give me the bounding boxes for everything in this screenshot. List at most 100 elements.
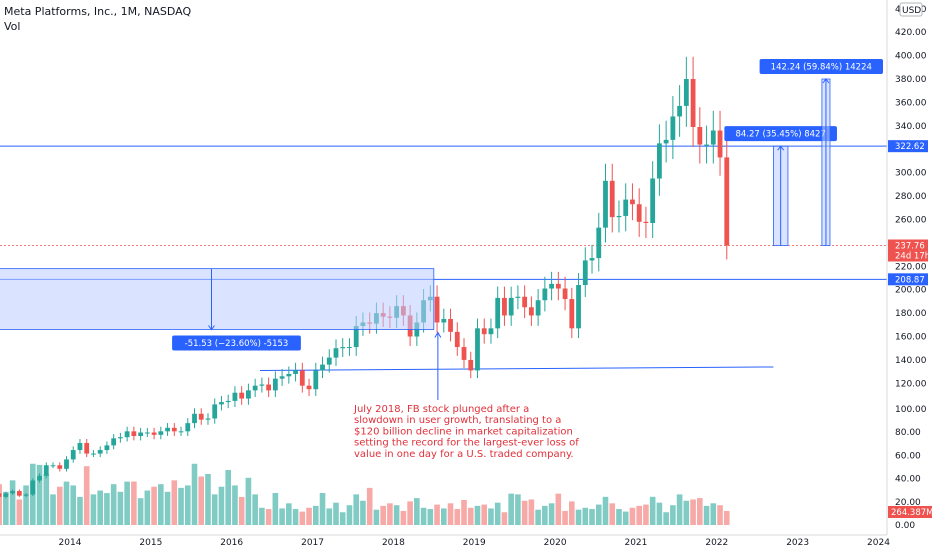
currency-box[interactable]: [899, 2, 923, 17]
time-tick-label: 2016: [220, 538, 243, 548]
volume-bar: [265, 509, 272, 525]
price-tick-label: 120.00: [895, 379, 927, 389]
volume-bar: [90, 494, 97, 525]
volume-bar: [380, 505, 386, 525]
candle-body: [502, 297, 507, 316]
candle-body: [481, 328, 487, 335]
volume-bar: [501, 512, 508, 525]
volume-bar: [131, 481, 137, 525]
volume-bar: [420, 507, 427, 525]
drawing-lines[interactable]: [0, 145, 887, 371]
volume-tick-label: 0.00: [895, 521, 915, 531]
candle-body: [616, 215, 622, 218]
candle-body: [576, 285, 581, 329]
measure-label-box: [759, 59, 883, 75]
measure-arrowhead: [777, 145, 785, 151]
candle-body: [111, 438, 117, 446]
volume-bar: [663, 512, 669, 525]
trend-line[interactable]: [259, 366, 774, 371]
annotation-text-line: setting the record for the largest-ever …: [354, 438, 579, 449]
candle-body: [468, 359, 474, 371]
volume-bar: [676, 494, 683, 525]
volume-bar: [63, 481, 70, 525]
volume-bar: [494, 502, 501, 525]
price-tick-label: 340.00: [895, 122, 927, 132]
candle-body: [461, 347, 467, 360]
candle-body: [246, 390, 251, 399]
volume-bar: [36, 464, 43, 525]
annotation[interactable]: July 2018, FB stock plunged after aslowd…: [353, 331, 579, 460]
candle-body: [670, 116, 676, 140]
candle-body: [589, 258, 595, 261]
time-tick-label: 2014: [59, 538, 82, 548]
candle-body: [562, 288, 568, 300]
volume-bar: [110, 484, 117, 525]
candle-body: [717, 130, 723, 158]
volume-bar: [171, 480, 178, 525]
volume-bar: [602, 496, 609, 525]
candle-body: [124, 431, 130, 438]
price-tick-label: 360.00: [895, 98, 927, 108]
volume-bar: [440, 508, 447, 525]
volume-bar: [191, 463, 198, 525]
volume-bar: [0, 484, 2, 525]
candles: [0, 56, 730, 499]
candle-body: [131, 431, 137, 437]
volume-bar: [703, 505, 710, 525]
volume-bar: [198, 476, 205, 525]
time-tick-label: 2024: [867, 538, 890, 548]
volume-bar: [656, 502, 663, 525]
volume-bar: [387, 503, 393, 525]
volume-bar: [555, 493, 562, 525]
measure-arrowhead: [208, 325, 215, 331]
countdown-label: 24d 17h: [895, 252, 930, 262]
annotation-text-line: slowdown in user growth, translating to …: [354, 415, 561, 426]
candle-body: [542, 288, 548, 301]
candle-body: [347, 347, 352, 349]
candle-body: [91, 453, 96, 455]
candle-body: [192, 413, 197, 424]
candle-body: [306, 385, 312, 390]
volume-bar: [184, 485, 191, 525]
currency-label: USD: [902, 6, 921, 16]
candle-body: [569, 299, 575, 329]
time-tick-label: 2017: [301, 538, 324, 548]
volume-bar: [346, 505, 353, 525]
candle-body: [340, 347, 346, 349]
candle-body: [333, 348, 339, 358]
candle-body: [704, 144, 709, 146]
measure-label: 142.24 (59.84%) 14224: [771, 63, 872, 73]
candle-body: [37, 475, 42, 481]
candle-body: [488, 328, 494, 335]
volume-bar: [467, 507, 474, 525]
measure-label-box: [172, 335, 301, 351]
volume-bar: [481, 504, 488, 525]
volume-bar: [521, 500, 528, 525]
price-tick-label: 420.00: [895, 28, 927, 38]
time-tick-label: 2020: [544, 538, 567, 548]
volume-bar: [508, 493, 514, 525]
candle-body: [636, 204, 642, 222]
candle-body: [97, 450, 103, 454]
volume-bar: [414, 498, 420, 525]
volume-bar: [245, 477, 252, 525]
candle-body: [582, 260, 588, 286]
symbol-title[interactable]: Meta Platforms, Inc., 1M, NASDAQ: [4, 5, 192, 18]
volume-bar: [151, 486, 157, 525]
candle-body: [710, 130, 716, 145]
candle-body: [643, 221, 649, 223]
candle-body: [138, 432, 144, 437]
candle-body: [64, 459, 69, 469]
candle-body: [677, 105, 683, 117]
volume-bar: [609, 503, 616, 525]
candle-body: [198, 413, 204, 420]
measurements[interactable]: -51.53 (−23.60%) -5153 84.27 (35.45%) 842…: [0, 59, 883, 351]
measure-range[interactable]: [0, 268, 435, 330]
volume-legend[interactable]: Vol: [4, 20, 21, 33]
candle-body: [50, 465, 56, 467]
candle-body: [623, 199, 629, 216]
volume-bar: [117, 491, 124, 525]
volume-bar: [97, 490, 103, 525]
price-tick-label: 400.00: [895, 52, 927, 62]
